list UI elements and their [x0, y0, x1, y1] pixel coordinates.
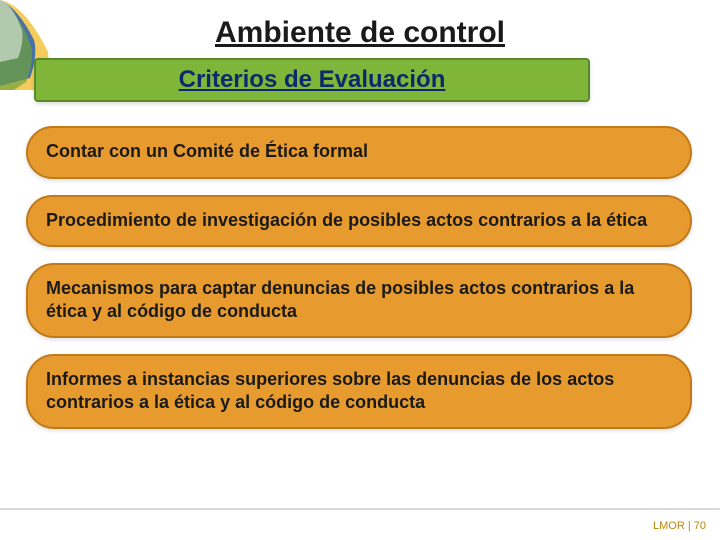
subtitle-text: Criterios de Evaluación: [179, 66, 446, 94]
list-item: Procedimiento de investigación de posibl…: [26, 195, 692, 248]
page-title: Ambiente de control: [0, 16, 720, 50]
list-item: Contar con un Comité de Ética formal: [26, 126, 692, 179]
list-item: Mecanismos para captar denuncias de posi…: [26, 263, 692, 338]
list-item: Informes a instancias superiores sobre l…: [26, 354, 692, 429]
bottom-divider: [0, 508, 720, 510]
footer-page-number: LMOR | 70: [653, 520, 706, 532]
slide: Ambiente de control Criterios de Evaluac…: [0, 0, 720, 540]
items-list: Contar con un Comité de Ética formal Pro…: [26, 126, 692, 445]
subtitle-banner: Criterios de Evaluación: [34, 58, 590, 102]
